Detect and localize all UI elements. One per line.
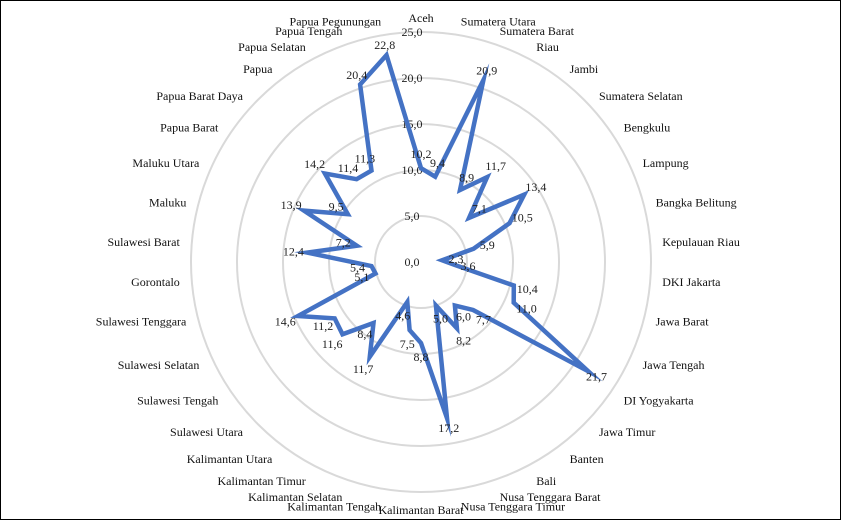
category-label: Sumatera Barat	[500, 24, 575, 38]
category-label: Banten	[570, 452, 604, 466]
category-label: Sulawesi Tengah	[137, 393, 218, 407]
data-label: 9,4	[430, 156, 445, 170]
data-label: 8,8	[414, 350, 429, 364]
category-label: Papua Barat	[160, 121, 219, 135]
category-label: DKI Jakarta	[662, 275, 721, 289]
data-label: 11,2	[313, 319, 334, 333]
data-label: 13,4	[525, 180, 546, 194]
data-label: 11,0	[516, 301, 537, 315]
category-label: Sulawesi Utara	[170, 425, 244, 439]
data-label: 7,1	[472, 201, 487, 215]
category-label: Papua Selatan	[238, 40, 306, 54]
category-label: Jambi	[570, 62, 599, 76]
category-label: Papua Pegunungan	[290, 14, 382, 28]
radial-tick-label: 10,0	[402, 163, 423, 177]
data-label: 14,6	[275, 315, 296, 329]
category-label: Papua Tengah	[275, 24, 342, 38]
category-label: Maluku Utara	[132, 156, 200, 170]
radial-tick-label: 5,0	[405, 209, 420, 223]
category-label: Jawa Tengah	[643, 358, 705, 372]
category-label: Sumatera Selatan	[599, 89, 683, 103]
category-label: Kalimantan Selatan	[248, 490, 342, 504]
data-label: 5,0	[433, 312, 448, 326]
category-label: Sulawesi Barat	[107, 235, 180, 249]
radial-tick-label: 20,0	[402, 71, 423, 85]
data-label: 11,4	[338, 161, 359, 175]
data-label: 7,2	[336, 235, 351, 249]
data-label: 8,2	[456, 334, 471, 348]
category-label: Kalimantan Barat	[379, 503, 465, 517]
gridline-ring	[282, 123, 560, 401]
category-label: Maluku	[149, 196, 186, 210]
data-label: 12,4	[283, 244, 304, 258]
data-label: 13,9	[281, 198, 302, 212]
data-series-line	[290, 50, 603, 437]
data-label: 3,6	[461, 259, 476, 273]
data-label: 20,4	[346, 68, 367, 82]
category-label: Kalimantan Timur	[217, 474, 305, 488]
data-label: 10,4	[517, 282, 538, 296]
category-label: DI Yogyakarta	[624, 393, 695, 407]
gridline-ring	[190, 31, 652, 493]
category-label: Kepulauan Riau	[662, 235, 740, 249]
category-label: Aceh	[408, 11, 433, 25]
data-label: 14,2	[304, 157, 325, 171]
data-label: 2,3	[449, 252, 464, 266]
category-label: Bengkulu	[624, 121, 671, 135]
data-label: 5,4	[350, 260, 365, 274]
data-label: 21,7	[586, 370, 607, 384]
category-label: Nusa Tenggara Timur	[461, 500, 565, 514]
data-label: 22,8	[374, 38, 395, 52]
gridline-ring	[374, 215, 468, 309]
data-label: 10,2	[411, 147, 432, 161]
data-label: 8,9	[459, 171, 474, 185]
category-label: Kalimantan Utara	[187, 452, 273, 466]
category-label: Jawa Timur	[599, 425, 655, 439]
data-label: 11,7	[353, 362, 374, 376]
category-label: Papua	[243, 62, 273, 76]
category-label: Nusa Tenggara Barat	[500, 490, 602, 504]
data-label: 5,9	[480, 238, 495, 252]
data-label: 11,3	[355, 151, 376, 165]
data-label: 10,5	[512, 211, 533, 225]
category-label: Papua Barat Daya	[156, 89, 243, 103]
data-label: 9,5	[329, 200, 344, 214]
category-label: Gorontalo	[131, 275, 180, 289]
category-label: Kalimantan Tengah	[287, 500, 381, 514]
data-label: 8,4	[357, 327, 372, 341]
category-label: Bangka Belitung	[656, 196, 737, 210]
radial-tick-label: 25,0	[402, 25, 423, 39]
category-label: Sulawesi Selatan	[118, 358, 200, 372]
data-label: 20,9	[476, 64, 497, 78]
category-label: Sulawesi Tenggara	[96, 314, 187, 328]
data-label: 5,1	[354, 270, 369, 284]
data-label: 7,7	[476, 313, 491, 327]
data-label: 4,6	[395, 308, 410, 322]
data-label: 7,5	[400, 337, 415, 351]
data-label: 6,0	[456, 310, 471, 324]
data-label: 11,7	[485, 159, 506, 173]
category-label: Riau	[536, 40, 559, 54]
category-label: Jawa Barat	[656, 314, 710, 328]
radial-tick-label: 0,0	[405, 255, 420, 269]
data-label: 17,2	[438, 421, 459, 435]
category-label: Bali	[536, 474, 557, 488]
category-label: Sumatera Utara	[461, 14, 537, 28]
data-label: 11,6	[322, 337, 343, 351]
category-label: Lampung	[643, 156, 689, 170]
gridline-ring	[236, 77, 606, 447]
